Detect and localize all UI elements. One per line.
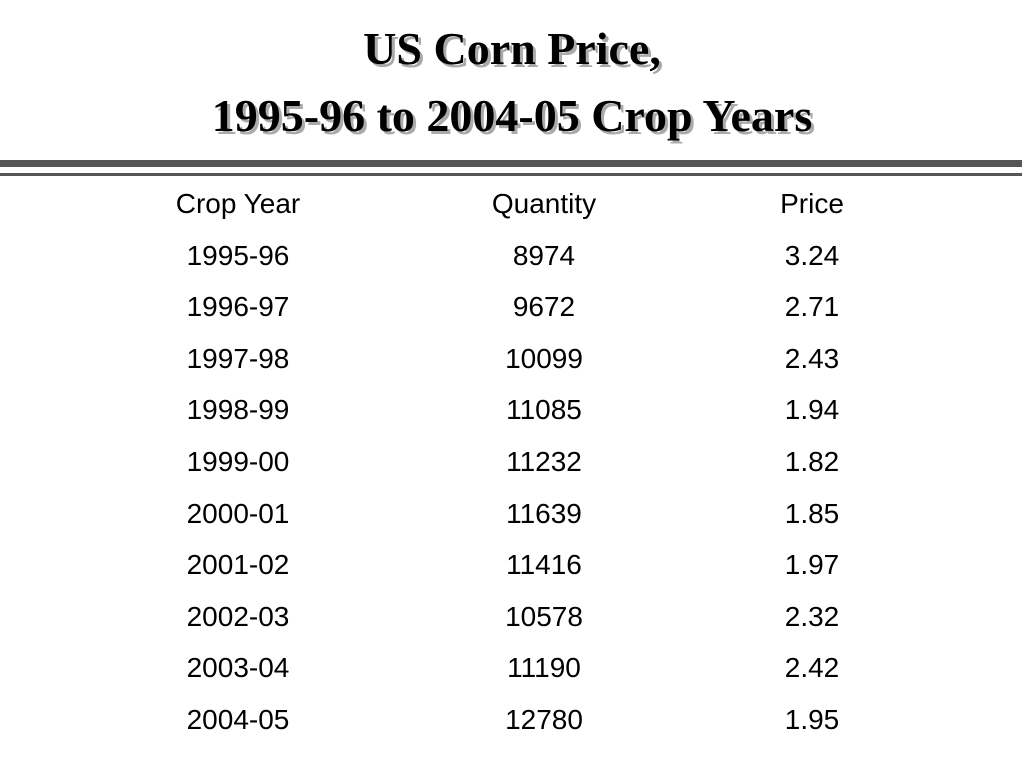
title-line: US Corn Price, (363, 23, 661, 74)
table-cell: 11416 (506, 549, 582, 581)
table-cell: 2.42 (784, 652, 840, 684)
table-cell: 2.71 (784, 291, 840, 323)
table-cell: 11232 (506, 446, 582, 477)
table-cell: 8974 (512, 239, 576, 271)
table-cell: 2001-02 (186, 549, 290, 581)
table-cell: 1.97 (784, 549, 840, 581)
table-cell: 1.85 (784, 497, 840, 529)
table-cell: 2004-05 (186, 704, 290, 735)
column-header: Price (780, 188, 844, 219)
table-cell: 3.24 (784, 239, 840, 271)
table-cell: 1999-00 (186, 446, 290, 477)
table-cell: 1997-98 (186, 342, 290, 374)
column-header: Crop Year (175, 188, 301, 219)
table-cell: 1.82 (784, 446, 840, 477)
table-cell: 1998-99 (186, 394, 290, 426)
table-cell: 2.43 (784, 342, 840, 374)
table-cell: 11190 (507, 652, 581, 684)
table-cell: 10099 (505, 342, 583, 374)
table-cell: 10578 (505, 600, 583, 632)
rule-thin (0, 173, 1022, 176)
table-cell: 1.95 (784, 704, 840, 735)
column-header: Quantity (491, 188, 597, 219)
table-cell: 2000-01 (186, 497, 290, 529)
table-cell: 12780 (505, 704, 583, 735)
table-cell: 1995-96 (186, 239, 290, 271)
table-cell: 1.94 (784, 394, 840, 426)
table-cell: 2003-04 (186, 652, 290, 684)
table-cell: 11639 (506, 497, 582, 529)
rule-thick (0, 160, 1022, 167)
table-cell: 9672 (512, 291, 576, 323)
table-cell: 11085 (506, 394, 582, 426)
title-line: 1995-96 to 2004-05 Crop Years (211, 90, 813, 141)
table-cell: 1996-97 (186, 291, 290, 323)
table-cell: 2.32 (784, 600, 840, 632)
table-cell: 2002-03 (186, 600, 290, 632)
